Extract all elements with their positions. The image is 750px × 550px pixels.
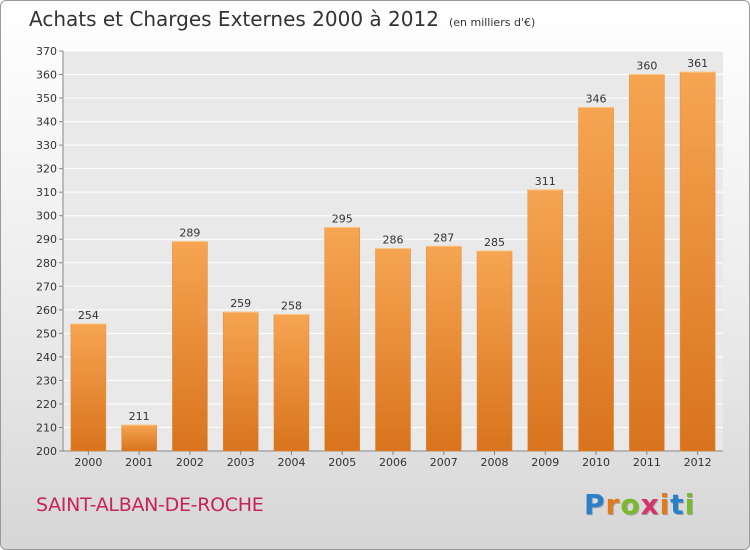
logo-letter: i [684, 488, 696, 521]
x-tick-label: 2012 [684, 456, 712, 469]
bar-value-label: 361 [687, 57, 708, 70]
bar [121, 424, 157, 452]
x-tick-label: 2009 [531, 456, 559, 469]
bar-value-label: 259 [230, 297, 251, 310]
y-tick-label: 250 [36, 327, 57, 340]
bar [273, 314, 310, 452]
bar-value-label: 254 [78, 309, 99, 322]
bar-value-label: 289 [179, 227, 200, 240]
proxiti-logo: Proxiti [584, 488, 695, 521]
y-tick-label: 330 [36, 139, 57, 152]
bar [679, 71, 716, 452]
y-tick-label: 340 [36, 116, 57, 129]
commune-name: SAINT-ALBAN-DE-ROCHE [36, 494, 264, 516]
bar [426, 246, 462, 452]
y-tick-label: 320 [36, 163, 57, 176]
x-tick-label: 2011 [633, 456, 661, 469]
logo-letter: x [640, 488, 660, 521]
chart-title-main: Achats et Charges Externes 2000 à 2012 [29, 7, 439, 31]
bar [375, 248, 411, 452]
x-tick-label: 2001 [125, 456, 153, 469]
y-tick-label: 210 [36, 421, 57, 434]
bar [172, 241, 208, 452]
y-tick-label: 200 [36, 445, 57, 458]
logo-letter: t [670, 488, 685, 521]
bar-value-label: 287 [433, 231, 454, 244]
logo-letter: i [659, 488, 671, 521]
y-tick-label: 220 [36, 398, 57, 411]
x-tick-label: 2002 [176, 456, 204, 469]
y-tick-label: 260 [36, 304, 57, 317]
bar [629, 74, 665, 452]
bar-value-label: 258 [281, 300, 302, 313]
x-tick-label: 2010 [582, 456, 610, 469]
bar-value-label: 311 [535, 175, 556, 188]
bar [527, 189, 564, 452]
x-tick-label: 2008 [481, 456, 509, 469]
bar [476, 250, 513, 452]
x-tick-label: 2006 [379, 456, 407, 469]
bar-value-label: 286 [383, 234, 404, 247]
y-tick-label: 310 [36, 186, 57, 199]
logo-letter: r [605, 488, 621, 521]
y-tick-label: 240 [36, 351, 57, 364]
logo-letter: P [584, 488, 606, 521]
logo-letter: o [620, 488, 641, 521]
chart-title-unit: (en milliers d'€) [448, 16, 536, 29]
x-tick-label: 2003 [227, 456, 255, 469]
y-tick-label: 350 [36, 92, 57, 105]
bar-value-label: 346 [586, 92, 607, 105]
y-tick-label: 360 [36, 69, 57, 82]
bar-value-label: 285 [484, 236, 505, 249]
bar [222, 311, 259, 452]
chart-title: Achats et Charges Externes 2000 à 2012 (e… [29, 7, 535, 31]
x-tick-label: 2004 [277, 456, 305, 469]
x-tick-label: 2000 [74, 456, 102, 469]
bar [324, 227, 360, 452]
x-tick-label: 2007 [430, 456, 458, 469]
bar [578, 107, 614, 452]
y-tick-label: 370 [36, 45, 57, 58]
y-tick-label: 290 [36, 233, 57, 246]
y-tick-label: 270 [36, 280, 57, 293]
bar-value-label: 295 [332, 212, 353, 225]
y-tick-label: 280 [36, 257, 57, 270]
y-tick-label: 300 [36, 210, 57, 223]
bar-value-label: 211 [129, 410, 150, 423]
y-tick-label: 230 [36, 374, 57, 387]
bar-value-label: 360 [636, 60, 657, 73]
x-tick-label: 2005 [328, 456, 356, 469]
bar [70, 323, 107, 452]
